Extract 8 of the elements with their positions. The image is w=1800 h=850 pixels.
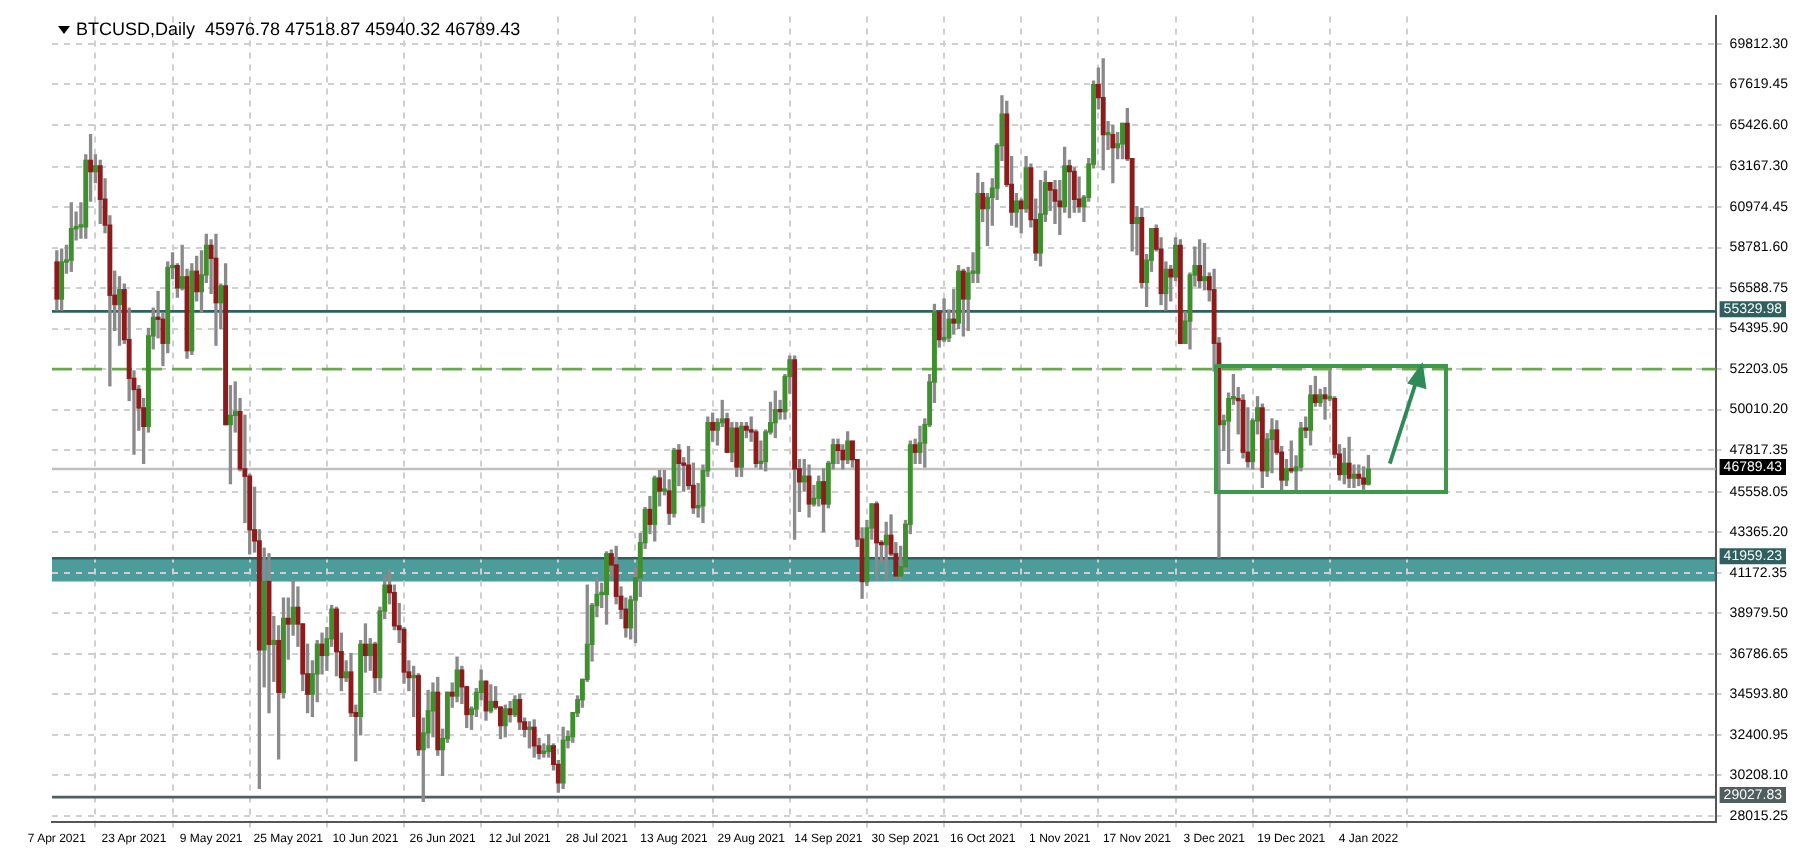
candlestick [604, 551, 609, 625]
candlestick [956, 265, 962, 330]
candlestick [1120, 122, 1125, 160]
candlestick [117, 276, 122, 346]
candlestick [1110, 124, 1116, 184]
candlestick [739, 422, 745, 477]
candlestick [821, 468, 826, 533]
chart-title: BTCUSD,Daily 45976.78 47518.87 45940.32 46789.43 [76, 19, 521, 40]
